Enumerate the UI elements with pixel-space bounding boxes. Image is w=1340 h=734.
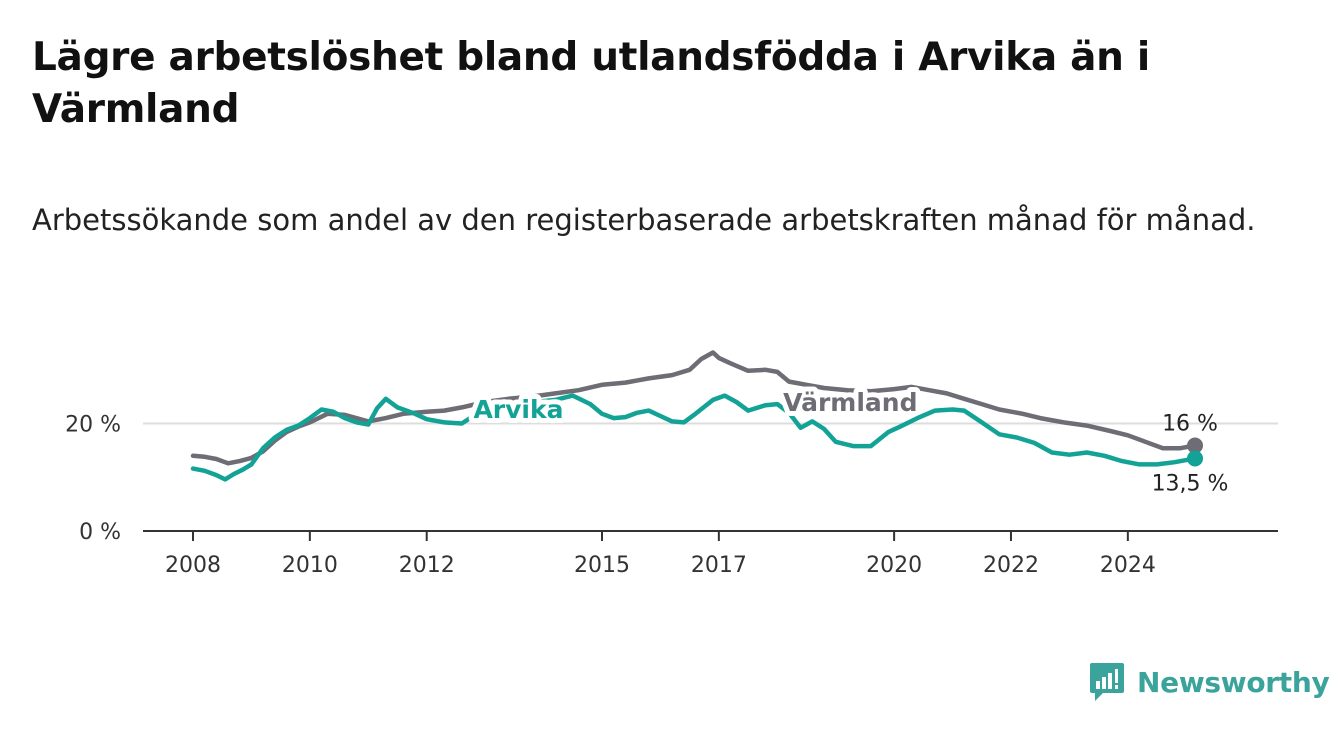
end-marker-värmland [1187,437,1204,454]
page-subtitle: Arbetssökande som andel av den registerb… [32,203,1256,237]
end-label-värmland: 16 % [1162,412,1218,437]
x-tick-label: 2010 [282,553,338,578]
brand-name: Newsworthy [1137,665,1330,699]
newsworthy-logo-icon [1090,663,1124,701]
series-line-värmland [190,350,1198,466]
x-tick-label: 2017 [691,553,747,578]
x-tick-label: 2024 [1100,553,1156,578]
y-tick-label: 20 % [65,413,121,438]
page-title: Lägre arbetslöshet bland utlandsfödda i … [32,35,1150,132]
series-label-halo: Arvika [473,395,563,424]
series-label-halo: Värmland [783,388,917,417]
brand: Newsworthy [1089,660,1330,704]
series-label-värmland: Värmland [783,388,917,417]
x-tick-label: 2022 [983,553,1039,578]
x-tick-label: 2012 [399,553,455,578]
series-label-arvika: Arvika [473,395,563,424]
end-marker-arvika [1187,450,1204,467]
axes: 0 % 20 % 2008 2010 2012 2015 2017 2020 2022 2024 [65,413,1278,578]
x-tick-label: 2020 [866,553,922,578]
series-line-arvika [190,393,1198,482]
x-tick-label: 2008 [165,553,221,578]
series-lines [190,350,1204,482]
y-tick-label: 0 % [79,520,121,545]
end-label-arvika: 13,5 % [1152,471,1229,496]
x-tick-label: 2015 [574,553,630,578]
